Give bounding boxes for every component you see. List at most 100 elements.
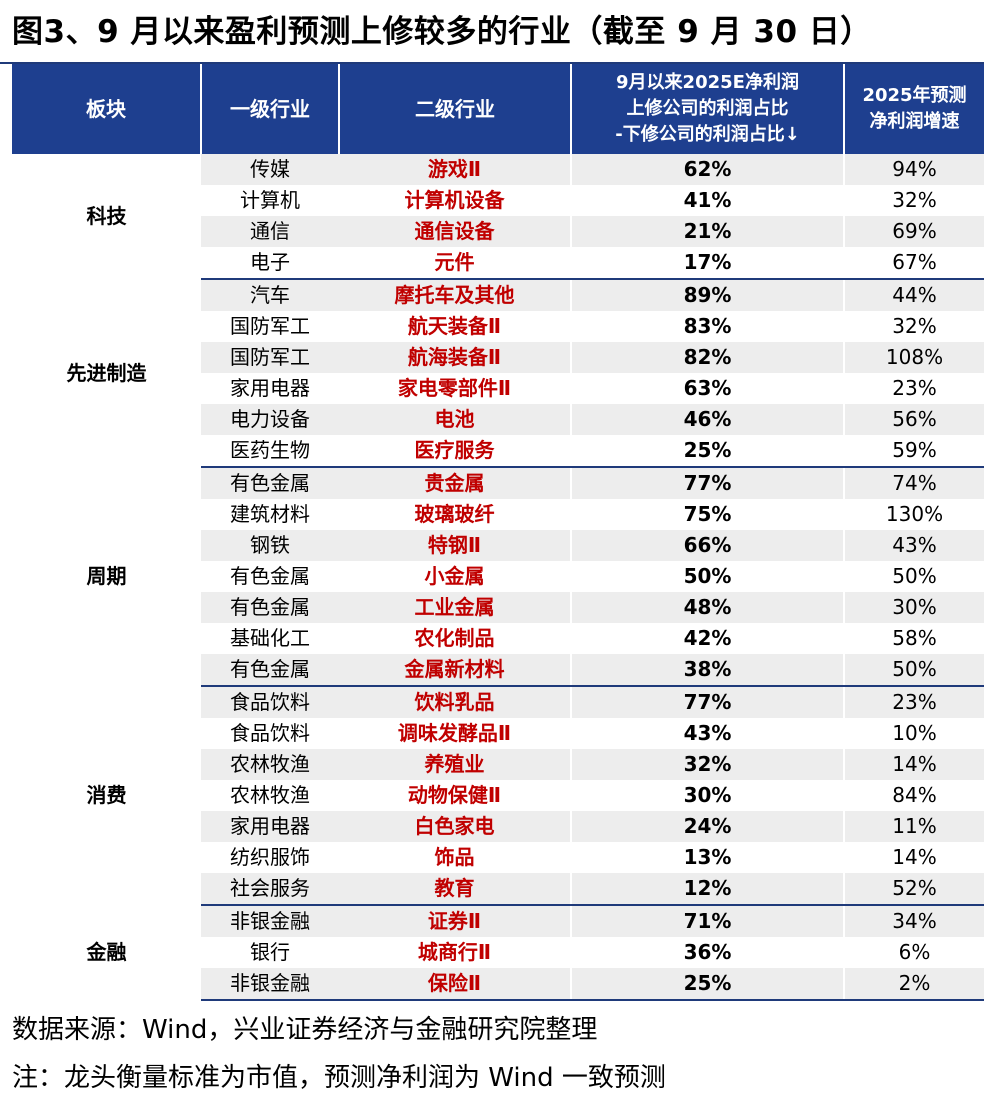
table-row: 科技 传媒 游戏Ⅱ 62% 94% (12, 154, 984, 279)
table-row: 家用电器 白色家电 24% 11% (12, 811, 984, 842)
level1-cell: 有色金属 (201, 654, 339, 687)
level1-cell: 食品饮料 (201, 686, 339, 718)
level2-cell: 计算机设备 (404, 188, 505, 212)
revision-cell: 77% (570, 686, 844, 718)
header-revision: 9月以来2025E净利润 上修公司的利润占比 -下修公司的利润占比↓ (570, 64, 844, 154)
table-row: 先进制造 汽车 摩托车及其他 89% 44% (12, 279, 984, 467)
revision-cell: 41% (570, 185, 844, 216)
level1-cell: 汽车 (201, 279, 339, 311)
level1-cell: 农林牧渔 (230, 783, 310, 807)
level2-cell: 城商行Ⅱ (417, 940, 492, 964)
growth-cell: 56% (843, 404, 984, 435)
revision-cell: 77% (570, 467, 844, 499)
header-row: 板块 一级行业 二级行业 9月以来2025E净利润 上修公司的利润占比 -下修公… (12, 64, 984, 154)
level1-cell: 医药生物 (201, 435, 339, 468)
header-revision-line-1: 9月以来2025E净利润 (616, 72, 799, 93)
revision-cell: 24% (570, 811, 844, 842)
growth-cell: 44% (843, 279, 984, 311)
table-body: 科技 传媒 游戏Ⅱ 62% 94% 计算机 计算机设备 41% 32% 通信 通信设备 21% 69% 电… (12, 154, 984, 1001)
level2-cell: 航海装备Ⅱ (339, 342, 571, 373)
table-row: 国防军工 航天装备Ⅱ 83% 32% (12, 311, 984, 342)
revision-cell: 48% (570, 592, 844, 623)
revision-cell: 63% (570, 373, 844, 404)
level1-cell: 传媒 (201, 154, 339, 185)
header-level2: 二级行业 (338, 64, 571, 154)
growth-cell: 74% (843, 467, 984, 499)
level2-cell: 特钢Ⅱ (339, 530, 571, 561)
level2-cell: 贵金属 (339, 467, 571, 499)
revision-cell: 13% (570, 842, 844, 873)
level2-cell: 工业金属 (339, 592, 571, 623)
table-row: 银行 城商行Ⅱ 36% 6% (12, 937, 984, 968)
table-row: 有色金属 金属新材料 38% 50% (12, 654, 984, 687)
revision-cell: 17% (570, 247, 844, 280)
revision-cell: 25% (570, 435, 844, 468)
level1-cell: 社会服务 (201, 873, 339, 906)
table-row: 非银金融 保险Ⅱ 25% 2% (12, 968, 984, 1001)
growth-cell: 14% (843, 842, 984, 873)
level2-cell: 调味发酵品Ⅱ (397, 721, 512, 745)
level2-cell: 白色家电 (339, 811, 571, 842)
level2-cell: 饮料乳品 (339, 686, 571, 718)
level2-cell: 小金属 (424, 564, 485, 588)
revision-cell: 46% (570, 404, 844, 435)
table-row: 医药生物 医疗服务 25% 59% (12, 435, 984, 468)
growth-cell: 32% (843, 311, 984, 342)
revision-cell: 89% (570, 279, 844, 311)
level1-cell: 计算机 (240, 188, 300, 212)
table-row: 电力设备 电池 46% 56% (12, 404, 984, 435)
table-row: 基础化工 农化制品 42% 58% (12, 623, 984, 654)
level1-cell: 家用电器 (201, 811, 339, 842)
header-level1: 一级行业 (200, 64, 339, 154)
sector-cell: 消费 (12, 686, 201, 905)
revision-cell: 42% (570, 623, 844, 654)
sector-cell: 先进制造 (12, 279, 201, 467)
header-revision-line-3: -下修公司的利润占比↓ (615, 124, 800, 145)
revision-cell: 21% (570, 216, 844, 247)
table-row: 周期 有色金属 贵金属 77% 74% (12, 467, 984, 686)
level2-cell: 通信设备 (339, 216, 571, 247)
industry-table: 板块 一级行业 二级行业 9月以来2025E净利润 上修公司的利润占比 -下修公… (12, 64, 984, 1001)
level1-cell: 通信 (201, 216, 339, 247)
level2-cell: 电池 (339, 404, 571, 435)
revision-cell: 25% (570, 968, 844, 1001)
table-row: 社会服务 教育 12% 52% (12, 873, 984, 906)
sector-cell: 金融 (12, 905, 201, 1000)
growth-cell: 14% (843, 749, 984, 780)
table-row: 纺织服饰 饰品 13% 14% (12, 842, 984, 873)
level2-cell: 元件 (339, 247, 571, 280)
growth-cell: 50% (843, 654, 984, 687)
table-row: 食品饮料 调味发酵品Ⅱ 43% 10% (12, 718, 984, 749)
revision-cell: 50% (570, 561, 844, 592)
level2-cell: 保险Ⅱ (339, 968, 571, 1001)
sector-cell: 科技 (12, 154, 201, 279)
growth-cell: 30% (843, 592, 984, 623)
revision-cell: 82% (570, 342, 844, 373)
growth-cell: 11% (843, 811, 984, 842)
growth-cell: 2% (843, 968, 984, 1001)
title-rule (0, 62, 984, 64)
level1-cell: 电力设备 (201, 404, 339, 435)
header-growth-line-2: 净利润增速 (869, 111, 960, 132)
level2-cell: 摩托车及其他 (339, 279, 571, 311)
sector-cell: 周期 (12, 467, 201, 686)
level2-cell: 玻璃玻纤 (414, 502, 495, 526)
level1-cell: 钢铁 (201, 530, 339, 561)
level1-cell: 食品饮料 (230, 721, 310, 745)
level2-cell: 游戏Ⅱ (339, 154, 571, 185)
revision-cell: 43% (570, 718, 844, 749)
level2-cell: 饰品 (434, 845, 475, 869)
level2-cell: 家电零部件Ⅱ (397, 376, 512, 400)
level1-cell: 基础化工 (230, 626, 310, 650)
revision-cell: 12% (570, 873, 844, 906)
level1-cell: 有色金属 (230, 564, 310, 588)
header-sector: 板块 (12, 64, 201, 154)
chart-title: 图3、9 月以来盈利预测上修较多的行业（截至 9 月 30 日） (12, 14, 872, 50)
revision-cell: 66% (570, 530, 844, 561)
revision-cell: 75% (570, 499, 844, 530)
revision-cell: 36% (570, 937, 844, 968)
level2-cell: 教育 (339, 873, 571, 906)
growth-cell: 69% (843, 216, 984, 247)
table-row: 金融 非银金融 证券Ⅱ 71% 34% (12, 905, 984, 1000)
level2-cell: 动物保健Ⅱ (407, 783, 502, 807)
